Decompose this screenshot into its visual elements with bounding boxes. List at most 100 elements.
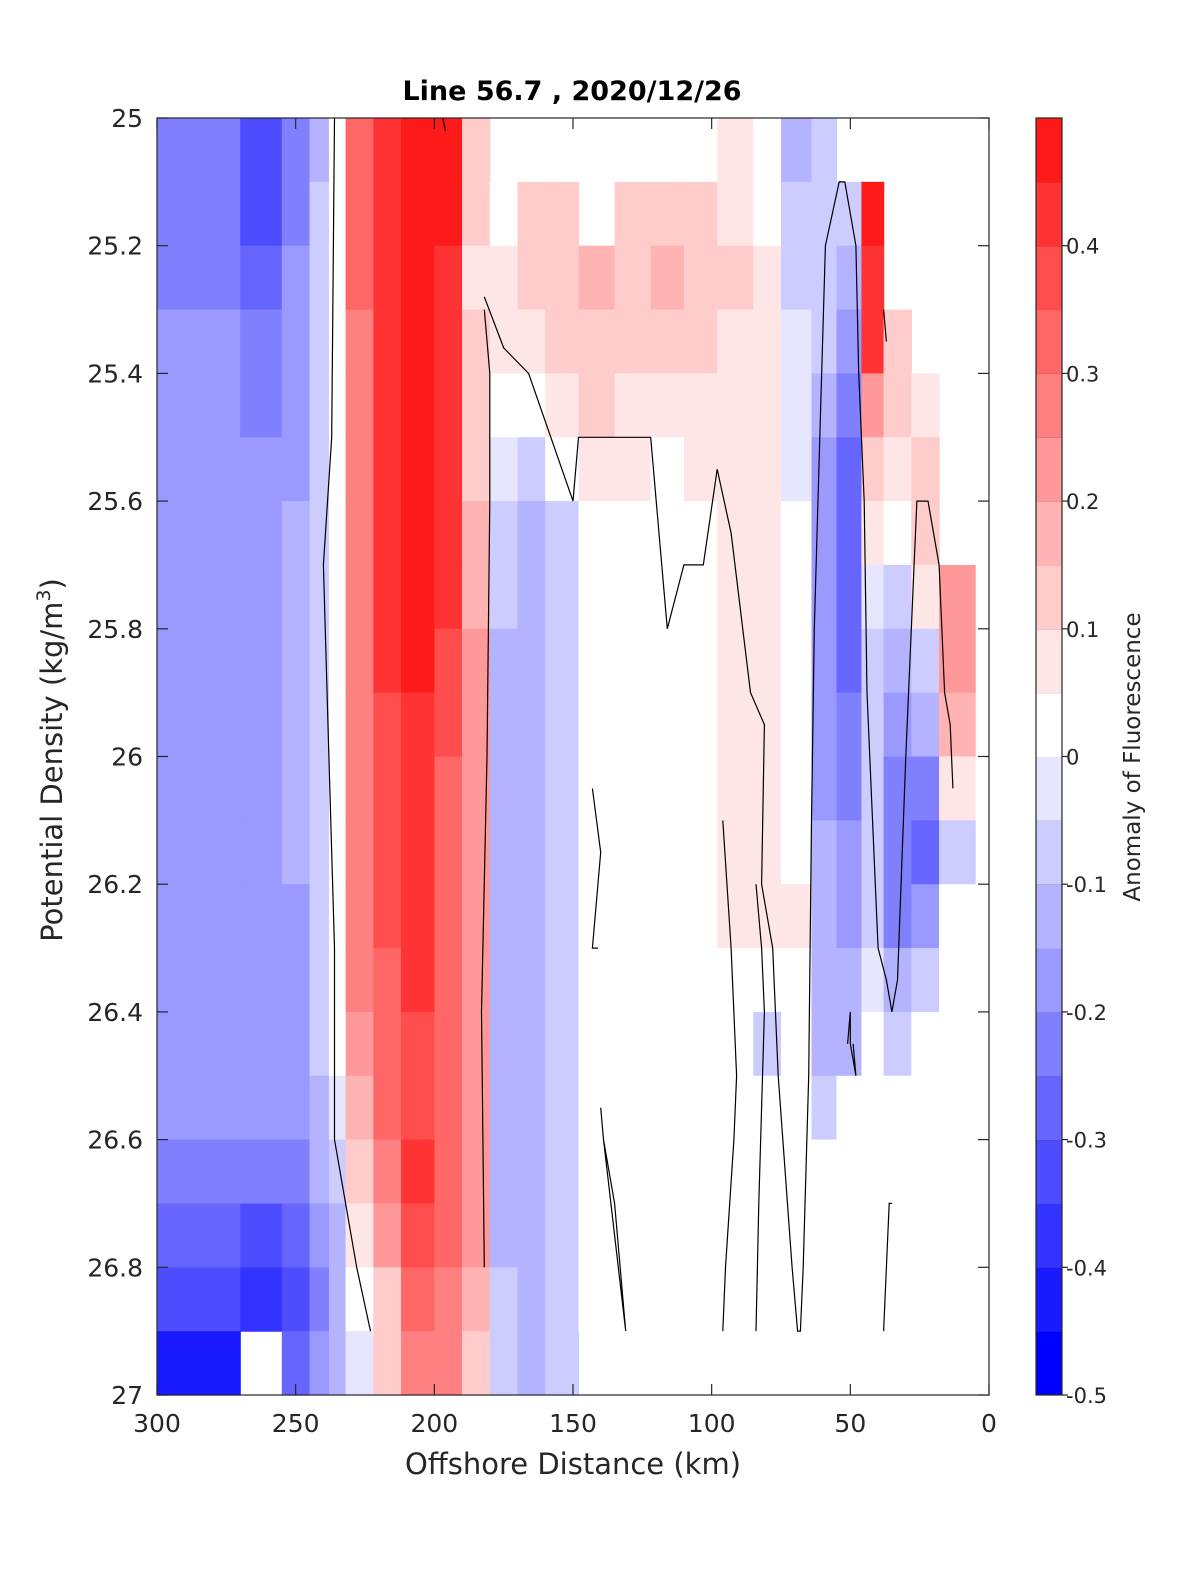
heat-cell xyxy=(345,1331,374,1396)
heat-cell xyxy=(240,1075,283,1141)
heat-cell xyxy=(345,884,374,949)
heat-cell xyxy=(683,692,718,758)
heat-cell xyxy=(328,373,347,438)
heat-cell xyxy=(240,884,283,949)
heat-cell xyxy=(781,309,813,374)
heat-cell xyxy=(883,373,912,438)
heat-cell xyxy=(281,1267,311,1332)
heat-cell xyxy=(462,564,491,630)
heat-cell xyxy=(861,437,885,502)
heat-cell xyxy=(328,245,347,311)
heat-cell xyxy=(614,1075,652,1141)
heat-cell xyxy=(811,1075,838,1141)
colorbar-tick-label: 0.3 xyxy=(1066,362,1099,386)
heat-cell xyxy=(861,1331,885,1396)
heat-cell xyxy=(753,628,782,694)
heat-cell xyxy=(717,628,754,694)
heat-cell xyxy=(462,373,491,438)
heat-cell xyxy=(836,1139,863,1205)
heat-cell xyxy=(401,373,435,438)
heat-cell xyxy=(345,501,374,566)
heat-cell xyxy=(489,245,519,311)
heat-cell xyxy=(753,373,782,438)
heat-cell xyxy=(911,628,940,694)
heat-cell xyxy=(401,245,435,311)
heat-cell xyxy=(434,948,463,1013)
heat-cell xyxy=(434,373,463,438)
heat-cell xyxy=(401,1075,435,1141)
heat-cell xyxy=(753,756,782,821)
zero-contours xyxy=(322,117,954,1332)
heat-cell xyxy=(545,692,580,758)
heat-cell xyxy=(650,373,685,438)
heat-cell xyxy=(373,1267,402,1332)
heat-cell xyxy=(545,245,580,311)
plot-area: 300 250 200 150 100 50 0 2525.225.425.625.8262… xyxy=(87,104,997,1438)
heat-cell xyxy=(781,1331,813,1396)
heat-cell xyxy=(345,948,374,1013)
heat-cell xyxy=(401,501,435,566)
heat-cell xyxy=(545,948,580,1013)
heat-cell xyxy=(683,309,718,374)
heat-cell xyxy=(157,1075,241,1141)
y-tick-label: 25.6 xyxy=(87,487,143,516)
heat-cell xyxy=(911,1267,940,1332)
heat-cell xyxy=(753,181,782,247)
heat-cell xyxy=(434,820,463,885)
heat-cell xyxy=(861,820,885,885)
y-axis-label-superscript: 3 xyxy=(33,589,55,601)
heat-cell xyxy=(401,564,435,630)
heat-cell xyxy=(883,501,912,566)
heat-cell xyxy=(309,1267,330,1332)
heat-cell xyxy=(650,501,685,566)
heat-cell xyxy=(717,756,754,821)
heat-cell xyxy=(781,756,813,821)
y-tick-label: 26.2 xyxy=(87,870,143,899)
heat-cell xyxy=(717,1139,754,1205)
colorbar-swatch xyxy=(1036,884,1062,949)
heat-cell xyxy=(650,884,685,949)
heat-cell xyxy=(753,1267,782,1332)
heat-cell xyxy=(462,1203,491,1268)
heat-cell xyxy=(836,1075,863,1141)
heat-cell xyxy=(883,437,912,502)
heat-cell xyxy=(489,564,519,630)
heat-cell xyxy=(811,373,838,438)
heat-cell xyxy=(650,564,685,630)
heat-cell xyxy=(578,1203,616,1268)
heat-cell xyxy=(489,1011,519,1077)
x-tick-label: 300 xyxy=(133,1409,181,1438)
heat-cell xyxy=(861,245,885,311)
heat-cell xyxy=(462,1267,491,1332)
heat-cell xyxy=(911,1203,940,1268)
x-tick-label: 50 xyxy=(834,1409,866,1438)
heat-cell xyxy=(434,1331,463,1396)
contour-line xyxy=(483,181,954,1332)
heat-cell xyxy=(517,437,546,502)
heat-cell xyxy=(434,1075,463,1141)
colorbar-tick-label: -0.5 xyxy=(1066,1384,1107,1408)
heat-cell xyxy=(883,1139,912,1205)
heat-cell xyxy=(157,1011,241,1077)
heat-cell xyxy=(614,1267,652,1332)
heat-cell xyxy=(911,564,940,630)
heat-cell xyxy=(836,373,863,438)
heat-cell xyxy=(309,118,330,183)
heat-cell xyxy=(373,181,402,247)
heat-cell xyxy=(578,245,616,311)
contour-line xyxy=(480,309,491,1268)
heat-cell xyxy=(462,1331,491,1396)
heat-cell xyxy=(517,948,546,1013)
heat-cell xyxy=(836,884,863,949)
heat-cell xyxy=(861,692,885,758)
colorbar-tick-label: -0.1 xyxy=(1066,873,1107,897)
heat-cell xyxy=(650,1011,685,1077)
heat-cell xyxy=(345,245,374,311)
heat-cell xyxy=(650,628,685,694)
heat-cell xyxy=(281,1139,311,1205)
heat-cell xyxy=(939,1011,976,1077)
heat-cell xyxy=(717,884,754,949)
heat-cell xyxy=(683,181,718,247)
heat-cell xyxy=(517,756,546,821)
heat-cell xyxy=(861,501,885,566)
